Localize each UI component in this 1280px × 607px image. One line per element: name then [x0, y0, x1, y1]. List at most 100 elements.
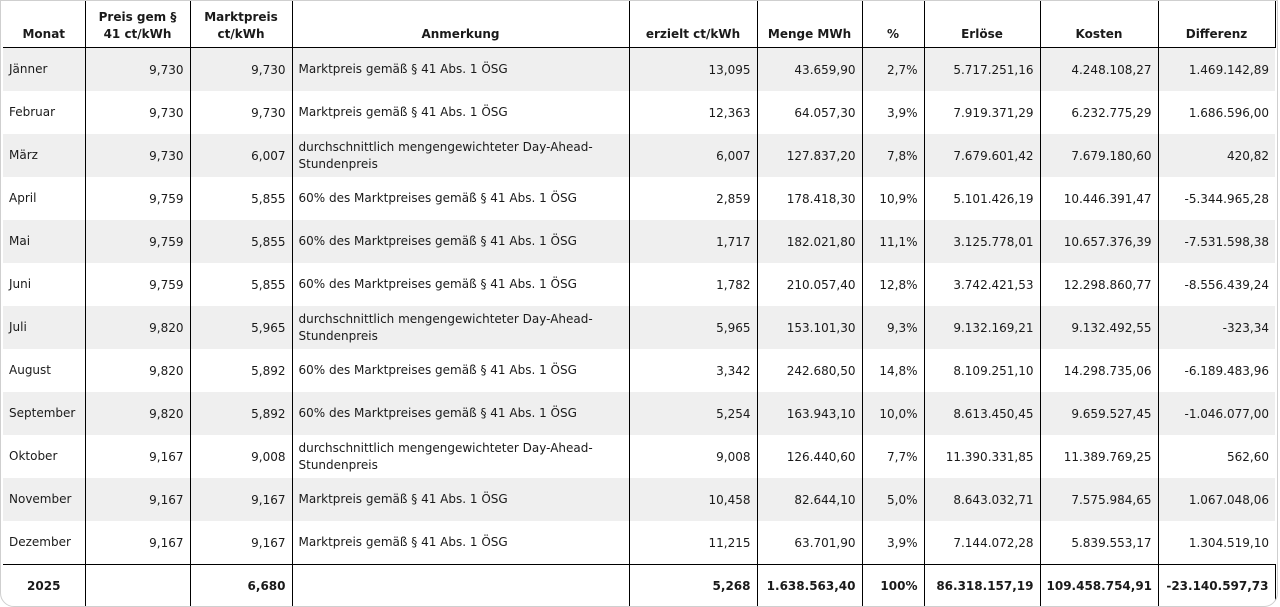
table-row: Oktober 9,167 9,008 durchschnittlich mengen… [3, 435, 1275, 478]
total-erzielt: 5,268 [629, 564, 758, 606]
table-row: März 9,730 6,007 durchschnittlich mengengew… [3, 134, 1275, 177]
cell-marktpreis: 5,892 [190, 392, 293, 435]
header-prozent: % [862, 1, 925, 48]
total-erloese: 86.318.157,19 [924, 564, 1041, 606]
cell-prozent: 5,0% [862, 478, 925, 521]
cell-preis: 9,820 [85, 392, 191, 435]
cell-erzielt: 9,008 [629, 435, 758, 478]
cell-prozent: 11,1% [862, 220, 925, 263]
total-label: 2025 [3, 564, 86, 606]
cell-differenz: -8.556.439,24 [1184, 277, 1270, 292]
cell-anmerkung: 60% des Marktpreises gemäß § 41 Abs. 1 Ö… [292, 220, 630, 263]
cell-differenz: 420,82 [1158, 134, 1275, 177]
cell-preis: 9,730 [85, 91, 191, 134]
header-row: Monat Preis gem § 41 ct/kWh Marktpreis c… [3, 1, 1276, 48]
cell-menge: 182.021,80 [757, 220, 863, 263]
cell-anmerkung: Marktpreis gemäß § 41 Abs. 1 ÖSG [292, 47, 630, 91]
cell-menge: 163.943,10 [757, 392, 863, 435]
cell-monat: Jänner [3, 47, 86, 91]
table-row: September 9,820 5,892 60% des Marktpreises … [3, 392, 1275, 435]
cell-erzielt: 12,363 [629, 91, 758, 134]
cell-preis: 9,167 [85, 478, 191, 521]
cell-preis: 9,759 [85, 220, 191, 263]
cell-menge: 43.659,90 [757, 47, 863, 91]
cell-erloese: 7.679.601,42 [924, 134, 1041, 177]
header-menge: Menge MWh [757, 1, 863, 48]
cell-monat: Februar [3, 91, 86, 134]
cell-preis: 9,820 [85, 349, 191, 392]
cell-preis: 9,730 [85, 47, 191, 91]
header-kosten: Kosten [1040, 1, 1159, 48]
table-row: Juli 9,820 5,965 durchschnittlich mengengew… [3, 306, 1275, 349]
cell-marktpreis: 9,167 [190, 478, 293, 521]
cell-anmerkung: Marktpreis gemäß § 41 Abs. 1 ÖSG [292, 521, 630, 565]
header-erloese: Erlöse [924, 1, 1041, 48]
cell-preis: 9,820 [85, 306, 191, 349]
cell-differenz: 1.686.596,00 [1188, 105, 1269, 120]
cell-anmerkung: Marktpreis gemäß § 41 Abs. 1 ÖSG [292, 478, 630, 521]
cell-differenz: 1.067.048,06 [1158, 478, 1275, 521]
cell-erzielt: 13,095 [629, 47, 758, 91]
header-differenz: Differenz [1158, 1, 1276, 48]
cell-erloese: 8.109.251,10 [924, 349, 1041, 392]
cell-anmerkung: Marktpreis gemäß § 41 Abs. 1 ÖSG [292, 91, 630, 134]
cell-differenz: 1.304.519,10 [1188, 535, 1269, 550]
cell-menge: 64.057,30 [757, 91, 863, 134]
cell-erzielt: 3,342 [629, 349, 758, 392]
cell-menge: 63.701,90 [757, 521, 863, 565]
total-marktpreis: 6,680 [190, 564, 293, 606]
total-preis [85, 564, 191, 606]
cell-erloese: 8.613.450,45 [924, 392, 1041, 435]
cell-kosten: 10.446.391,47 [1040, 177, 1159, 220]
cell-erzielt: 1,717 [629, 220, 758, 263]
cell-anmerkung: durchschnittlich mengengewichteter Day-A… [292, 134, 630, 177]
cell-monat: März [3, 134, 86, 177]
cell-marktpreis: 5,892 [190, 349, 293, 392]
cell-kosten: 7.575.984,65 [1040, 478, 1159, 521]
cell-anmerkung: 60% des Marktpreises gemäß § 41 Abs. 1 Ö… [292, 392, 630, 435]
cell-menge: 210.057,40 [757, 263, 863, 306]
cell-differenz: -6.189.483,96 [1184, 363, 1270, 378]
cell-kosten: 5.839.553,17 [1040, 521, 1159, 565]
table-row: April 9,759 5,855 60% des Marktpreises gemä… [3, 177, 1275, 220]
cell-marktpreis: 9,730 [190, 91, 293, 134]
cell-erzielt: 1,782 [629, 263, 758, 306]
cell-marktpreis: 5,855 [190, 263, 293, 306]
cell-prozent: 7,8% [862, 134, 925, 177]
cell-erloese: 7.919.371,29 [924, 91, 1041, 134]
cell-prozent: 9,3% [862, 306, 925, 349]
cell-monat: April [3, 177, 86, 220]
cell-monat: Oktober [3, 435, 86, 478]
cell-kosten: 4.248.108,27 [1040, 47, 1159, 91]
cell-erzielt: 5,965 [629, 306, 758, 349]
cell-marktpreis: 5,855 [190, 177, 293, 220]
cell-erzielt: 6,007 [629, 134, 758, 177]
cell-menge: 242.680,50 [757, 349, 863, 392]
cell-anmerkung: durchschnittlich mengengewichteter Day-A… [292, 435, 630, 478]
cell-monat: September [3, 392, 86, 435]
header-preis: Preis gem § 41 ct/kWh [85, 1, 191, 48]
cell-marktpreis: 6,007 [190, 134, 293, 177]
cell-prozent: 10,0% [862, 392, 925, 435]
table-row: Februar 9,730 9,730 Marktpreis gemäß § 41 A… [3, 91, 1275, 134]
cell-kosten: 6.232.775,29 [1040, 91, 1159, 134]
cell-differenz: 1.469.142,89 [1158, 47, 1275, 91]
cell-differenz: -1.046.077,00 [1158, 392, 1275, 435]
cell-preis: 9,759 [85, 177, 191, 220]
cell-anmerkung: durchschnittlich mengengewichteter Day-A… [292, 306, 630, 349]
cell-marktpreis: 5,855 [190, 220, 293, 263]
cell-prozent: 3,9% [862, 521, 925, 565]
cell-monat: Juni [3, 263, 86, 306]
cell-erloese: 11.390.331,85 [924, 435, 1041, 478]
cell-prozent: 12,8% [862, 263, 925, 306]
cell-menge: 126.440,60 [757, 435, 863, 478]
cell-menge: 127.837,20 [757, 134, 863, 177]
total-menge: 1.638.563,40 [757, 564, 863, 606]
cell-kosten: 12.298.860,77 [1040, 263, 1159, 306]
cell-marktpreis: 9,730 [190, 47, 293, 91]
cell-preis: 9,730 [85, 134, 191, 177]
cell-menge: 178.418,30 [757, 177, 863, 220]
cell-kosten: 9.659.527,45 [1040, 392, 1159, 435]
table-row: Jänner 9,730 9,730 Marktpreis gemäß § 41 Ab… [3, 47, 1275, 91]
